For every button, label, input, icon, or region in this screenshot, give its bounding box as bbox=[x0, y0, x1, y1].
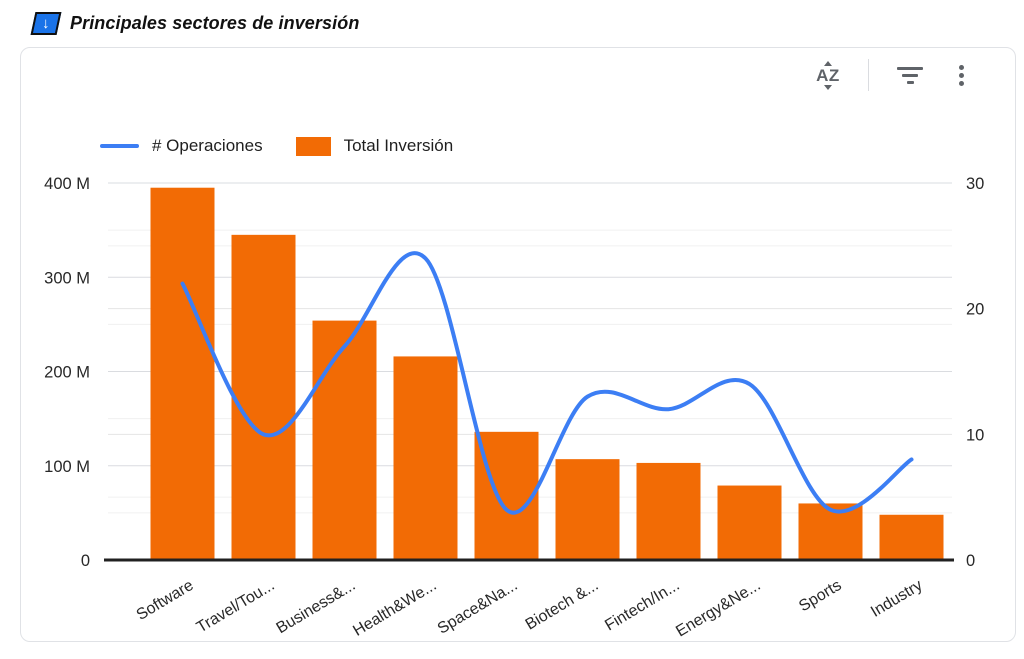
x-axis-label-energy-ne: Energy&Ne... bbox=[673, 577, 763, 641]
bar-business[interactable] bbox=[312, 320, 377, 560]
bar-software[interactable] bbox=[150, 187, 215, 560]
right-axis-tick: 20 bbox=[966, 301, 984, 319]
bar-biotech[interactable] bbox=[555, 459, 620, 560]
filter-icon[interactable] bbox=[890, 66, 930, 84]
line-series-swatch bbox=[100, 144, 139, 148]
bar-space-na[interactable] bbox=[474, 431, 539, 560]
sort-down-arrow-icon bbox=[824, 84, 832, 90]
legend-item-operaciones[interactable]: # Operaciones bbox=[100, 136, 263, 156]
bar-series-swatch bbox=[295, 136, 331, 156]
bar-energy-ne[interactable] bbox=[717, 485, 782, 560]
right-axis-tick: 30 bbox=[966, 175, 984, 193]
x-axis-label-biotech: Biotech &... bbox=[523, 577, 602, 634]
x-axis-label-fintech-in: Fintech/In... bbox=[602, 577, 682, 635]
left-axis-tick: 300 M bbox=[44, 269, 90, 287]
right-axis-tick: 10 bbox=[966, 426, 984, 444]
legend-label-operaciones: # Operaciones bbox=[152, 136, 263, 155]
left-axis-tick: 200 M bbox=[44, 364, 90, 382]
toolbar-divider bbox=[868, 59, 869, 91]
sort-up-arrow-icon bbox=[824, 60, 832, 66]
more-options-icon[interactable] bbox=[944, 64, 978, 86]
chart-toolbar: AZ bbox=[806, 55, 978, 95]
x-axis-label-software: Software bbox=[134, 577, 197, 624]
bar-industry[interactable] bbox=[879, 514, 944, 560]
x-axis-label-industry: Industry bbox=[868, 577, 926, 621]
chart-header: ↓ Principales sectores de inversión bbox=[30, 7, 360, 39]
series-line-operaciones[interactable] bbox=[180, 251, 914, 515]
bar-sports[interactable] bbox=[798, 503, 863, 560]
bar-travel-tou[interactable] bbox=[231, 234, 296, 560]
left-axis-tick: 0 bbox=[81, 552, 90, 570]
left-axis-tick: 100 M bbox=[44, 458, 90, 476]
bar-fintech-in[interactable] bbox=[636, 462, 701, 560]
bar-health-we[interactable] bbox=[393, 356, 458, 560]
legend-label-inversion: Total Inversión bbox=[343, 136, 454, 155]
x-axis-label-health-we: Health&We... bbox=[350, 577, 439, 640]
sort-az-icon[interactable]: AZ bbox=[806, 60, 850, 90]
x-axis-label-business: Business&... bbox=[274, 577, 359, 637]
chart-legend: # Operaciones Total Inversión bbox=[100, 134, 453, 158]
x-axis-label-sports: Sports bbox=[796, 577, 844, 615]
x-axis-label-travel-tou: Travel/Tou... bbox=[194, 577, 278, 637]
sort-az-label: AZ bbox=[816, 65, 840, 85]
left-axis-tick: 400 M bbox=[44, 175, 90, 193]
page-title: Principales sectores de inversión bbox=[70, 12, 360, 33]
right-axis-tick: 0 bbox=[966, 552, 975, 570]
x-axis-label-space-na: Space&Na... bbox=[435, 577, 521, 638]
legend-item-inversion[interactable]: Total Inversión bbox=[295, 136, 454, 156]
